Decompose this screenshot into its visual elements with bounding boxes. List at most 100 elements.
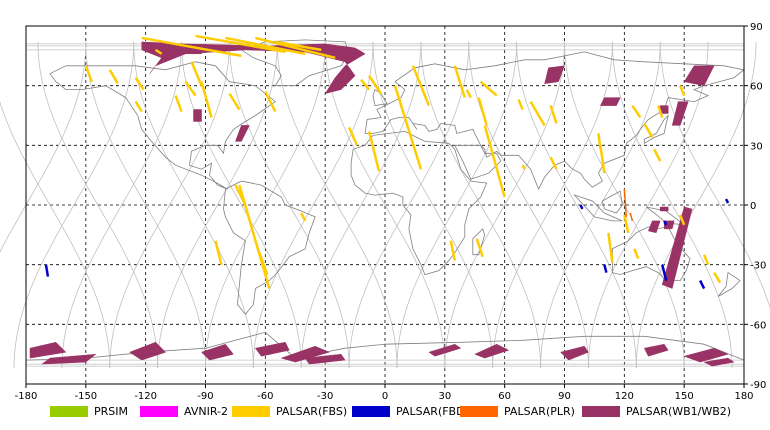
legend-swatch — [352, 405, 390, 417]
swath — [228, 92, 241, 111]
swath — [254, 341, 290, 357]
swath — [607, 232, 614, 263]
swath — [479, 80, 498, 97]
lon-tick-label: -60 — [257, 391, 273, 400]
coastline — [350, 130, 488, 276]
swath — [108, 69, 119, 85]
orbit-track — [37, 41, 158, 369]
legend-item: PALSAR(WB1/WB2) — [582, 404, 731, 418]
swath — [41, 353, 97, 365]
lat-tick-label: 60 — [750, 82, 763, 93]
lon-tick-label: 0 — [382, 391, 388, 400]
swath — [195, 34, 286, 54]
lat-tick-label: -60 — [750, 320, 766, 331]
swath — [629, 212, 634, 222]
orbit-track — [229, 41, 350, 369]
swath — [647, 220, 661, 234]
coastline — [472, 228, 486, 256]
swath — [579, 204, 584, 210]
swath — [475, 238, 484, 258]
orbit-track — [205, 41, 326, 369]
swath — [474, 343, 510, 359]
swath — [529, 100, 546, 127]
swath — [623, 214, 630, 234]
swath — [661, 264, 668, 281]
swath — [521, 164, 526, 170]
swath — [367, 131, 381, 172]
orbit-track — [0, 41, 87, 253]
coastline — [49, 61, 276, 190]
swath — [560, 345, 589, 361]
swath — [184, 80, 197, 97]
swath — [304, 353, 346, 365]
legend-swatch — [232, 405, 270, 417]
orbit-track — [276, 41, 398, 369]
swath — [134, 100, 143, 113]
swath — [631, 104, 642, 119]
swath — [453, 65, 466, 98]
legend-label: PRSIM — [94, 404, 128, 418]
swath — [411, 65, 431, 107]
orbit-track — [253, 41, 374, 369]
orbit-tracks — [0, 41, 770, 369]
orbit-track — [372, 41, 494, 369]
orbit-track — [564, 41, 685, 369]
swath — [200, 81, 213, 118]
orbit-track — [659, 41, 770, 309]
observation-swaths — [29, 34, 735, 367]
orbit-track — [0, 101, 111, 369]
coastline — [717, 271, 741, 297]
orbit-track — [492, 41, 613, 369]
swath — [599, 145, 606, 174]
lat-tick-label: -30 — [750, 261, 766, 272]
swath — [702, 254, 710, 266]
swath — [663, 220, 668, 226]
legend-item: PRSIM — [50, 404, 128, 418]
swath — [679, 85, 686, 97]
swath — [368, 75, 383, 95]
swath — [483, 125, 506, 198]
swath — [633, 248, 640, 260]
swath — [653, 148, 662, 162]
legend-item: PALSAR(FBD) — [352, 404, 469, 418]
swath — [29, 341, 67, 359]
swath — [129, 341, 167, 361]
swath — [193, 109, 202, 122]
coastline — [372, 88, 388, 107]
legend: PRSIM AVNIR-2 PALSAR(FBS) PALSAR(FBD) PALSAR… — [0, 400, 770, 422]
swath — [477, 97, 488, 126]
orbit-track — [348, 41, 470, 369]
swath — [214, 240, 223, 265]
orbit-track — [13, 41, 135, 369]
swath — [44, 264, 50, 277]
lon-tick-label: 120 — [615, 391, 634, 400]
coastline — [223, 180, 316, 316]
swath — [360, 78, 371, 91]
swath — [724, 198, 730, 204]
orbit-track — [540, 41, 661, 369]
swath — [643, 122, 654, 138]
swath — [661, 206, 693, 289]
swath — [264, 91, 277, 113]
orbit-track — [157, 41, 278, 369]
swath — [599, 97, 621, 106]
legend-label: PALSAR(PLR) — [504, 404, 575, 418]
swath — [84, 65, 93, 83]
swath — [663, 220, 675, 230]
lon-tick-label: -180 — [15, 391, 38, 400]
legend-swatch — [582, 405, 620, 417]
coastline — [643, 114, 669, 145]
swath — [683, 347, 729, 363]
lon-tick-label: 90 — [558, 391, 571, 400]
lat-tick-label: 0 — [750, 201, 756, 212]
lat-tick-label: 90 — [750, 22, 763, 33]
swath — [671, 101, 689, 126]
lat-tick-label: -90 — [750, 380, 766, 391]
swath — [657, 105, 664, 118]
swath — [465, 89, 472, 99]
swath — [549, 105, 558, 124]
world-coverage-map: -180 -150 -120 -90 -60 -30 0 30 60 90 120 150 180 90 6… — [0, 22, 770, 400]
swath — [134, 77, 145, 91]
swath — [190, 61, 203, 87]
lon-tick-label: -150 — [74, 391, 97, 400]
